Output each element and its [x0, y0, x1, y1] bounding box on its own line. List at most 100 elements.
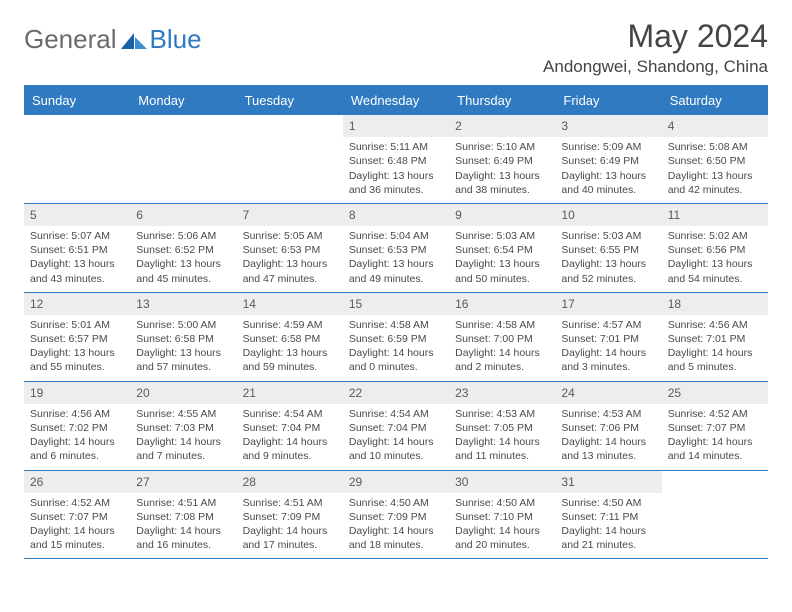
- sunrise-line: Sunrise: 4:55 AM: [136, 407, 230, 421]
- day-cell: 6Sunrise: 5:06 AMSunset: 6:52 PMDaylight…: [130, 204, 236, 292]
- day-cell: 26Sunrise: 4:52 AMSunset: 7:07 PMDayligh…: [24, 471, 130, 559]
- day-cell: 10Sunrise: 5:03 AMSunset: 6:55 PMDayligh…: [555, 204, 661, 292]
- day-details: Sunrise: 4:59 AMSunset: 6:58 PMDaylight:…: [237, 315, 343, 381]
- sunset-line: Sunset: 6:59 PM: [349, 332, 443, 346]
- daylight-line: Daylight: 13 hours and 40 minutes.: [561, 169, 655, 197]
- sunrise-line: Sunrise: 4:54 AM: [349, 407, 443, 421]
- day-details: Sunrise: 4:54 AMSunset: 7:04 PMDaylight:…: [237, 404, 343, 470]
- day-number: 17: [555, 293, 661, 315]
- sunset-line: Sunset: 6:54 PM: [455, 243, 549, 257]
- daylight-line: Daylight: 14 hours and 6 minutes.: [30, 435, 124, 463]
- dow-cell: Monday: [130, 87, 236, 115]
- sunset-line: Sunset: 7:04 PM: [349, 421, 443, 435]
- dow-cell: Wednesday: [343, 87, 449, 115]
- day-number: 20: [130, 382, 236, 404]
- day-details: Sunrise: 5:11 AMSunset: 6:48 PMDaylight:…: [343, 137, 449, 203]
- day-details: Sunrise: 4:56 AMSunset: 7:02 PMDaylight:…: [24, 404, 130, 470]
- sunrise-line: Sunrise: 4:58 AM: [455, 318, 549, 332]
- page-header: General Blue May 2024 Andongwei, Shandon…: [24, 18, 768, 77]
- day-details: Sunrise: 4:54 AMSunset: 7:04 PMDaylight:…: [343, 404, 449, 470]
- day-cell: [662, 471, 768, 559]
- daylight-line: Daylight: 14 hours and 11 minutes.: [455, 435, 549, 463]
- day-cell: 20Sunrise: 4:55 AMSunset: 7:03 PMDayligh…: [130, 382, 236, 470]
- brand-sail-icon: [121, 33, 147, 51]
- day-number: 2: [449, 115, 555, 137]
- sunset-line: Sunset: 6:50 PM: [668, 154, 762, 168]
- sunset-line: Sunset: 6:57 PM: [30, 332, 124, 346]
- sunset-line: Sunset: 7:06 PM: [561, 421, 655, 435]
- daylight-line: Daylight: 14 hours and 13 minutes.: [561, 435, 655, 463]
- sunrise-line: Sunrise: 4:54 AM: [243, 407, 337, 421]
- sunset-line: Sunset: 6:56 PM: [668, 243, 762, 257]
- day-cell: 24Sunrise: 4:53 AMSunset: 7:06 PMDayligh…: [555, 382, 661, 470]
- day-cell: 1Sunrise: 5:11 AMSunset: 6:48 PMDaylight…: [343, 115, 449, 203]
- sunset-line: Sunset: 7:05 PM: [455, 421, 549, 435]
- day-cell: 23Sunrise: 4:53 AMSunset: 7:05 PMDayligh…: [449, 382, 555, 470]
- day-number: 25: [662, 382, 768, 404]
- sunset-line: Sunset: 7:02 PM: [30, 421, 124, 435]
- sunset-line: Sunset: 7:04 PM: [243, 421, 337, 435]
- location-label: Andongwei, Shandong, China: [543, 57, 768, 77]
- day-details: Sunrise: 4:53 AMSunset: 7:05 PMDaylight:…: [449, 404, 555, 470]
- day-cell: 27Sunrise: 4:51 AMSunset: 7:08 PMDayligh…: [130, 471, 236, 559]
- daylight-line: Daylight: 14 hours and 17 minutes.: [243, 524, 337, 552]
- sunset-line: Sunset: 6:58 PM: [136, 332, 230, 346]
- sunrise-line: Sunrise: 4:52 AM: [668, 407, 762, 421]
- day-details: Sunrise: 4:52 AMSunset: 7:07 PMDaylight:…: [24, 493, 130, 559]
- day-details: Sunrise: 5:08 AMSunset: 6:50 PMDaylight:…: [662, 137, 768, 203]
- day-number: 7: [237, 204, 343, 226]
- day-number: 10: [555, 204, 661, 226]
- daylight-line: Daylight: 13 hours and 50 minutes.: [455, 257, 549, 285]
- sunrise-line: Sunrise: 4:51 AM: [243, 496, 337, 510]
- daylight-line: Daylight: 13 hours and 57 minutes.: [136, 346, 230, 374]
- daylight-line: Daylight: 13 hours and 36 minutes.: [349, 169, 443, 197]
- sunrise-line: Sunrise: 4:56 AM: [30, 407, 124, 421]
- week-row: 19Sunrise: 4:56 AMSunset: 7:02 PMDayligh…: [24, 382, 768, 471]
- day-cell: 31Sunrise: 4:50 AMSunset: 7:11 PMDayligh…: [555, 471, 661, 559]
- sunset-line: Sunset: 7:01 PM: [668, 332, 762, 346]
- sunset-line: Sunset: 6:49 PM: [455, 154, 549, 168]
- sunrise-line: Sunrise: 5:11 AM: [349, 140, 443, 154]
- day-number: 23: [449, 382, 555, 404]
- day-number: 26: [24, 471, 130, 493]
- day-details: Sunrise: 5:01 AMSunset: 6:57 PMDaylight:…: [24, 315, 130, 381]
- day-cell: 4Sunrise: 5:08 AMSunset: 6:50 PMDaylight…: [662, 115, 768, 203]
- day-details: Sunrise: 4:50 AMSunset: 7:10 PMDaylight:…: [449, 493, 555, 559]
- dow-cell: Thursday: [449, 87, 555, 115]
- day-number: 29: [343, 471, 449, 493]
- day-number: 9: [449, 204, 555, 226]
- week-row: 5Sunrise: 5:07 AMSunset: 6:51 PMDaylight…: [24, 204, 768, 293]
- daylight-line: Daylight: 13 hours and 38 minutes.: [455, 169, 549, 197]
- day-details: Sunrise: 4:57 AMSunset: 7:01 PMDaylight:…: [555, 315, 661, 381]
- dow-cell: Sunday: [24, 87, 130, 115]
- sunset-line: Sunset: 6:55 PM: [561, 243, 655, 257]
- sunset-line: Sunset: 7:11 PM: [561, 510, 655, 524]
- day-number: 12: [24, 293, 130, 315]
- sunrise-line: Sunrise: 4:51 AM: [136, 496, 230, 510]
- sunset-line: Sunset: 6:53 PM: [243, 243, 337, 257]
- day-details: Sunrise: 5:06 AMSunset: 6:52 PMDaylight:…: [130, 226, 236, 292]
- day-of-week-header: SundayMondayTuesdayWednesdayThursdayFrid…: [24, 87, 768, 115]
- daylight-line: Daylight: 13 hours and 55 minutes.: [30, 346, 124, 374]
- day-details: Sunrise: 4:56 AMSunset: 7:01 PMDaylight:…: [662, 315, 768, 381]
- sunrise-line: Sunrise: 4:58 AM: [349, 318, 443, 332]
- sunset-line: Sunset: 7:07 PM: [668, 421, 762, 435]
- day-number: 24: [555, 382, 661, 404]
- day-cell: 9Sunrise: 5:03 AMSunset: 6:54 PMDaylight…: [449, 204, 555, 292]
- day-number: 15: [343, 293, 449, 315]
- day-number: 16: [449, 293, 555, 315]
- sunrise-line: Sunrise: 4:59 AM: [243, 318, 337, 332]
- daylight-line: Daylight: 14 hours and 0 minutes.: [349, 346, 443, 374]
- day-number: 14: [237, 293, 343, 315]
- sunrise-line: Sunrise: 5:04 AM: [349, 229, 443, 243]
- week-row: 26Sunrise: 4:52 AMSunset: 7:07 PMDayligh…: [24, 471, 768, 560]
- daylight-line: Daylight: 13 hours and 43 minutes.: [30, 257, 124, 285]
- daylight-line: Daylight: 13 hours and 42 minutes.: [668, 169, 762, 197]
- day-details: Sunrise: 4:58 AMSunset: 7:00 PMDaylight:…: [449, 315, 555, 381]
- day-cell: [24, 115, 130, 203]
- day-cell: 11Sunrise: 5:02 AMSunset: 6:56 PMDayligh…: [662, 204, 768, 292]
- day-details: Sunrise: 4:55 AMSunset: 7:03 PMDaylight:…: [130, 404, 236, 470]
- day-details: Sunrise: 4:53 AMSunset: 7:06 PMDaylight:…: [555, 404, 661, 470]
- sunrise-line: Sunrise: 5:01 AM: [30, 318, 124, 332]
- header-right: May 2024 Andongwei, Shandong, China: [543, 18, 768, 77]
